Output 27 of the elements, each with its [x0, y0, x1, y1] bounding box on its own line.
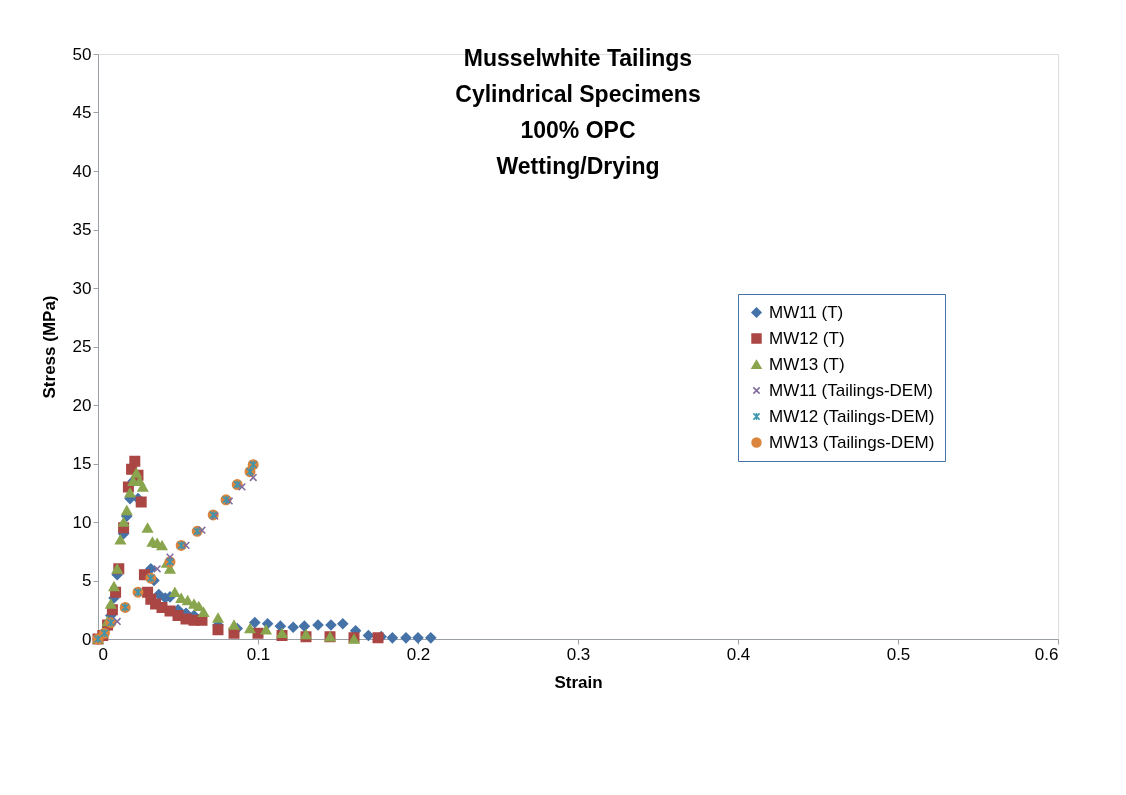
- legend-label: MW12 (Tailings-DEM): [769, 406, 935, 426]
- y-tick-label: 30: [72, 278, 92, 298]
- legend-label: MW12 (T): [769, 328, 845, 348]
- y-tick-label: 5: [82, 571, 92, 590]
- x-tick-label: 0.6: [1034, 644, 1059, 664]
- legend-label: MW13 (Tailings-DEM): [769, 432, 935, 452]
- y-tick-label: 10: [72, 512, 92, 532]
- y-tick-label: 25: [72, 337, 92, 356]
- text: Musselwhite Tailings Cylindrical Specimens 100% OPC Wetting/Drying: [455, 45, 701, 179]
- y-tick-label: 15: [72, 454, 92, 473]
- x-tick-label: 0.3: [566, 644, 591, 664]
- x-tick-label: 0.5: [886, 644, 911, 664]
- legend-label: MW13 (T): [769, 354, 845, 374]
- y-tick-label: 40: [72, 161, 92, 181]
- y-tick-label: 0: [82, 629, 92, 649]
- x-tick-label: 0.1: [246, 644, 271, 664]
- y-axis-title: Stress (MPa): [39, 295, 59, 399]
- y-tick-label: 45: [72, 103, 92, 122]
- x-axis-title: Strain: [554, 672, 603, 692]
- y-tick-label: 20: [72, 395, 92, 415]
- x-tick-label: 0: [98, 644, 108, 664]
- legend-label: MW11 (Tailings-DEM): [769, 380, 934, 400]
- x-tick-label: 0.2: [406, 644, 431, 664]
- legend-label: MW11 (T): [769, 302, 844, 322]
- y-tick-label: 35: [72, 220, 92, 239]
- y-tick-label: 50: [72, 44, 92, 64]
- x-tick-label: 0.4: [726, 644, 751, 664]
